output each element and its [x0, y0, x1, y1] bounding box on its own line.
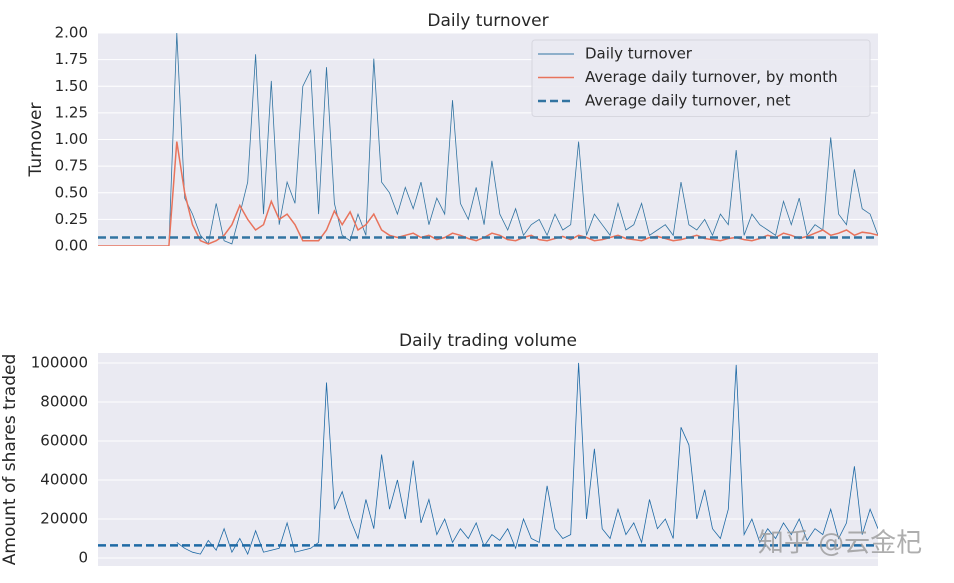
y-tick-label: 0.25: [55, 210, 88, 228]
y-axis-label: Turnover: [26, 103, 46, 178]
series-group: [98, 362, 878, 556]
y-tick-label: 1.25: [55, 103, 88, 121]
chart-title: Daily turnover: [427, 11, 548, 31]
chart-title: Daily trading volume: [399, 331, 577, 351]
y-tick-label: 0.50: [55, 183, 88, 201]
y-tick-label: 0: [78, 549, 88, 567]
y-tick-label: 1.75: [55, 50, 88, 68]
plot-area: [98, 353, 878, 566]
series-line: [98, 141, 878, 246]
legend-label: Average daily turnover, net: [585, 92, 791, 110]
legend-box: [531, 39, 871, 117]
y-tick-label: 40000: [40, 470, 88, 488]
y-tick-label: 1.50: [55, 77, 88, 95]
series-line: [176, 362, 878, 556]
y-tick-label: 2.00: [55, 24, 88, 42]
y-tick-label: 60000: [40, 431, 88, 449]
y-tick-label: 0.00: [55, 237, 88, 255]
y-tick-label: 80000: [40, 392, 88, 410]
legend-label: Average daily turnover, by month: [585, 68, 838, 86]
y-tick-label: 0.75: [55, 157, 88, 175]
y-tick-label: 20000: [40, 509, 88, 527]
series-group: [98, 33, 878, 246]
y-tick-label: 1.00: [55, 130, 88, 148]
y-axis-label: Amount of shares traded: [0, 354, 20, 566]
y-tick-label: 100000: [31, 353, 88, 371]
series-line: [98, 33, 878, 246]
legend-label: Daily turnover: [585, 45, 693, 63]
watermark: 知乎 @云金杞: [758, 529, 922, 559]
